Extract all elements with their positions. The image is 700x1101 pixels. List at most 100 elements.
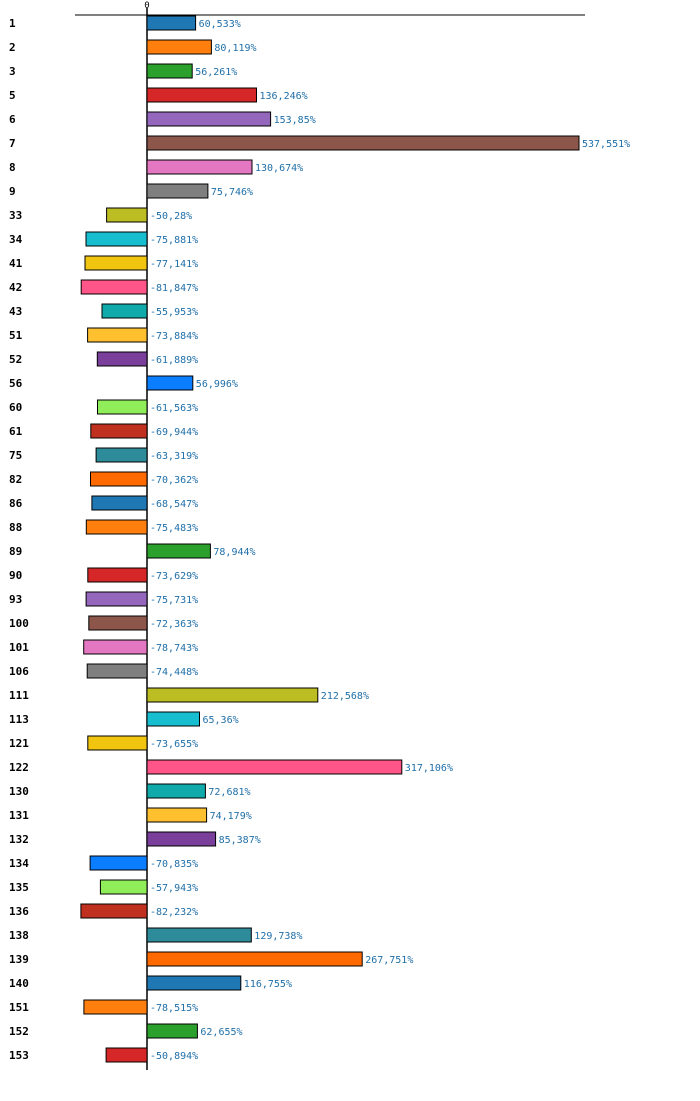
category-label: 152 <box>9 1025 29 1038</box>
bar <box>87 327 148 343</box>
category-label: 121 <box>9 737 29 750</box>
value-label: -63,319% <box>150 451 198 462</box>
bars-group: 1 60,533% 2 80,119% 3 56,261% 5 136,246% 6 153,85… <box>9 15 630 1063</box>
value-label: -70,835% <box>150 859 198 870</box>
category-label: 122 <box>9 761 29 774</box>
value-label: -72,363% <box>150 619 198 630</box>
category-label: 1 <box>9 17 16 30</box>
bar <box>146 927 252 943</box>
bar <box>95 447 148 463</box>
bar <box>146 759 403 775</box>
category-label: 132 <box>9 833 29 846</box>
value-label: -57,943% <box>150 883 198 894</box>
category-label: 140 <box>9 977 29 990</box>
bar <box>146 135 580 151</box>
value-label: -61,563% <box>150 403 198 414</box>
value-label: 537,551% <box>582 139 630 150</box>
category-label: 3 <box>9 65 16 78</box>
category-label: 41 <box>9 257 23 270</box>
value-label: -73,884% <box>150 331 198 342</box>
value-label: 72,681% <box>208 787 250 798</box>
category-label: 135 <box>9 881 29 894</box>
bar <box>97 399 148 415</box>
category-label: 93 <box>9 593 22 606</box>
category-label: 138 <box>9 929 29 942</box>
bar <box>87 567 148 583</box>
category-label: 88 <box>9 521 22 534</box>
value-label: -50,894% <box>150 1051 198 1062</box>
category-label: 75 <box>9 449 22 462</box>
bar <box>91 495 148 511</box>
category-label: 2 <box>9 41 16 54</box>
bar <box>146 687 319 703</box>
value-label: 74,179% <box>210 811 252 822</box>
category-label: 151 <box>9 1001 29 1014</box>
category-label: 130 <box>9 785 29 798</box>
category-label: 153 <box>9 1049 29 1062</box>
bar <box>146 831 217 847</box>
value-label: -73,655% <box>150 739 198 750</box>
category-label: 7 <box>9 137 16 150</box>
bar <box>80 279 148 295</box>
bar <box>105 1047 148 1063</box>
bar <box>87 735 148 751</box>
value-label: 130,674% <box>255 163 303 174</box>
bar <box>146 39 212 55</box>
category-label: 34 <box>9 233 23 246</box>
bar <box>146 63 193 79</box>
bar <box>85 231 148 247</box>
value-label: -75,881% <box>150 235 198 246</box>
bar <box>146 807 208 823</box>
value-label: -74,448% <box>150 667 198 678</box>
bar <box>106 207 148 223</box>
category-label: 8 <box>9 161 16 174</box>
bar <box>146 159 253 175</box>
value-label: -50,28% <box>150 211 192 222</box>
value-label: 78,944% <box>213 547 255 558</box>
bar <box>90 471 148 487</box>
bar <box>85 591 148 607</box>
value-label: 60,533% <box>199 19 241 30</box>
category-label: 9 <box>9 185 16 198</box>
category-label: 86 <box>9 497 23 510</box>
value-label: -55,953% <box>150 307 198 318</box>
bar <box>146 15 197 31</box>
bar <box>83 999 148 1015</box>
value-label: 80,119% <box>214 43 256 54</box>
value-label: 136,246% <box>260 91 308 102</box>
value-label: 267,751% <box>365 955 413 966</box>
category-label: 52 <box>9 353 22 366</box>
bar <box>80 903 148 919</box>
category-label: 42 <box>9 281 22 294</box>
value-label: 65,36% <box>203 715 239 726</box>
bar <box>146 183 209 199</box>
category-label: 43 <box>9 305 22 318</box>
value-label: 317,106% <box>405 763 453 774</box>
bar <box>146 975 242 991</box>
value-label: 116,755% <box>244 979 292 990</box>
category-label: 90 <box>9 569 22 582</box>
value-label: -75,483% <box>150 523 198 534</box>
value-label: 75,746% <box>211 187 253 198</box>
value-label: 85,387% <box>219 835 261 846</box>
category-label: 56 <box>9 377 23 390</box>
bar <box>146 111 272 127</box>
bar <box>83 639 148 655</box>
value-label: -78,515% <box>150 1003 198 1014</box>
value-label: 56,996% <box>196 379 238 390</box>
value-label: -78,743% <box>150 643 198 654</box>
zero-tick-label: 0 <box>144 1 149 11</box>
bar <box>146 375 194 391</box>
value-label: -68,547% <box>150 499 198 510</box>
bar <box>101 303 148 319</box>
bar <box>146 951 363 967</box>
category-label: 5 <box>9 89 16 102</box>
bar <box>146 543 211 559</box>
category-label: 106 <box>9 665 29 678</box>
category-label: 100 <box>9 617 29 630</box>
value-label: 129,738% <box>254 931 302 942</box>
category-label: 113 <box>9 713 29 726</box>
bar <box>84 255 148 271</box>
category-label: 131 <box>9 809 29 822</box>
